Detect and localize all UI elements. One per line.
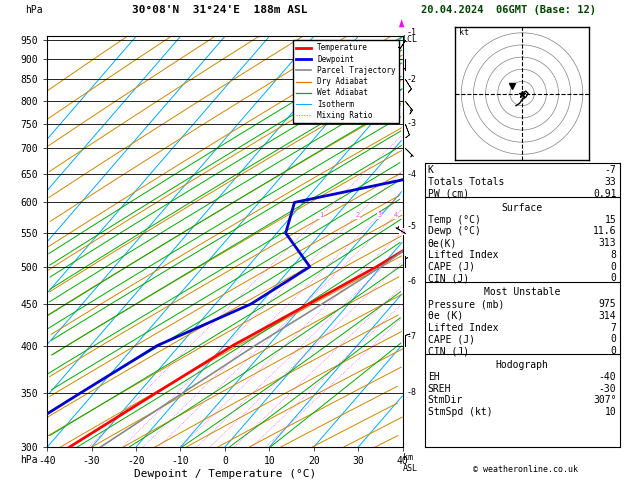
Text: -3: -3 (407, 119, 417, 128)
Text: θe(K): θe(K) (428, 238, 457, 248)
Text: 0.91: 0.91 (593, 189, 616, 199)
Text: PW (cm): PW (cm) (428, 189, 469, 199)
Text: EH: EH (428, 372, 440, 382)
Text: Most Unstable: Most Unstable (484, 287, 560, 297)
Text: CAPE (J): CAPE (J) (428, 261, 475, 272)
Text: -2: -2 (407, 75, 417, 84)
Text: 11.6: 11.6 (593, 226, 616, 236)
Text: 7: 7 (611, 323, 616, 332)
Text: θe (K): θe (K) (428, 311, 463, 321)
Text: 0: 0 (611, 273, 616, 283)
Text: CIN (J): CIN (J) (428, 346, 469, 356)
Text: hPa: hPa (25, 5, 43, 15)
Text: Hodograph: Hodograph (496, 360, 548, 370)
Text: -40: -40 (599, 372, 616, 382)
Text: Surface: Surface (501, 203, 543, 213)
Text: LCL: LCL (403, 35, 418, 44)
Text: -30: -30 (599, 384, 616, 394)
Text: SREH: SREH (428, 384, 451, 394)
Text: -4: -4 (407, 170, 417, 179)
Text: 2: 2 (355, 212, 359, 218)
Text: StmSpd (kt): StmSpd (kt) (428, 407, 493, 417)
Text: Dewp (°C): Dewp (°C) (428, 226, 481, 236)
Text: 314: 314 (599, 311, 616, 321)
Text: Totals Totals: Totals Totals (428, 177, 504, 187)
Text: CAPE (J): CAPE (J) (428, 334, 475, 345)
Text: Mixing Ratio (g/kg): Mixing Ratio (g/kg) (444, 194, 454, 289)
Text: 0: 0 (611, 334, 616, 345)
Text: -5: -5 (407, 222, 417, 231)
Text: -7: -7 (407, 332, 417, 341)
Legend: Temperature, Dewpoint, Parcel Trajectory, Dry Adiabat, Wet Adiabat, Isotherm, Mi: Temperature, Dewpoint, Parcel Trajectory… (292, 40, 399, 123)
Text: 20.04.2024  06GMT (Base: 12): 20.04.2024 06GMT (Base: 12) (421, 5, 596, 15)
Text: -6: -6 (407, 277, 417, 286)
Text: kt: kt (459, 28, 469, 37)
X-axis label: Dewpoint / Temperature (°C): Dewpoint / Temperature (°C) (134, 469, 316, 479)
Text: -8: -8 (407, 388, 417, 397)
Text: hPa: hPa (21, 455, 38, 465)
Text: 6: 6 (400, 229, 404, 235)
Text: Lifted Index: Lifted Index (428, 323, 498, 332)
Text: StmDir: StmDir (428, 396, 463, 405)
Text: CIN (J): CIN (J) (428, 273, 469, 283)
Text: 0: 0 (611, 261, 616, 272)
Text: 975: 975 (599, 299, 616, 309)
Text: 3: 3 (377, 212, 381, 218)
Text: 30°08'N  31°24'E  188m ASL: 30°08'N 31°24'E 188m ASL (132, 5, 308, 15)
Text: K: K (428, 165, 433, 175)
Text: 33: 33 (604, 177, 616, 187)
Text: 313: 313 (599, 238, 616, 248)
Text: © weatheronline.co.uk: © weatheronline.co.uk (473, 465, 577, 474)
Text: Lifted Index: Lifted Index (428, 250, 498, 260)
Text: 10: 10 (604, 407, 616, 417)
Text: ◄: ◄ (394, 17, 408, 26)
Text: 8: 8 (611, 250, 616, 260)
Text: 0: 0 (611, 346, 616, 356)
Text: Temp (°C): Temp (°C) (428, 215, 481, 225)
Text: 1: 1 (319, 212, 323, 218)
Text: -7: -7 (604, 165, 616, 175)
Text: 4: 4 (394, 212, 398, 218)
Text: km
ASL: km ASL (403, 453, 418, 473)
Text: 307°: 307° (593, 396, 616, 405)
Text: 15: 15 (604, 215, 616, 225)
Text: -1: -1 (407, 28, 417, 36)
Text: Pressure (mb): Pressure (mb) (428, 299, 504, 309)
